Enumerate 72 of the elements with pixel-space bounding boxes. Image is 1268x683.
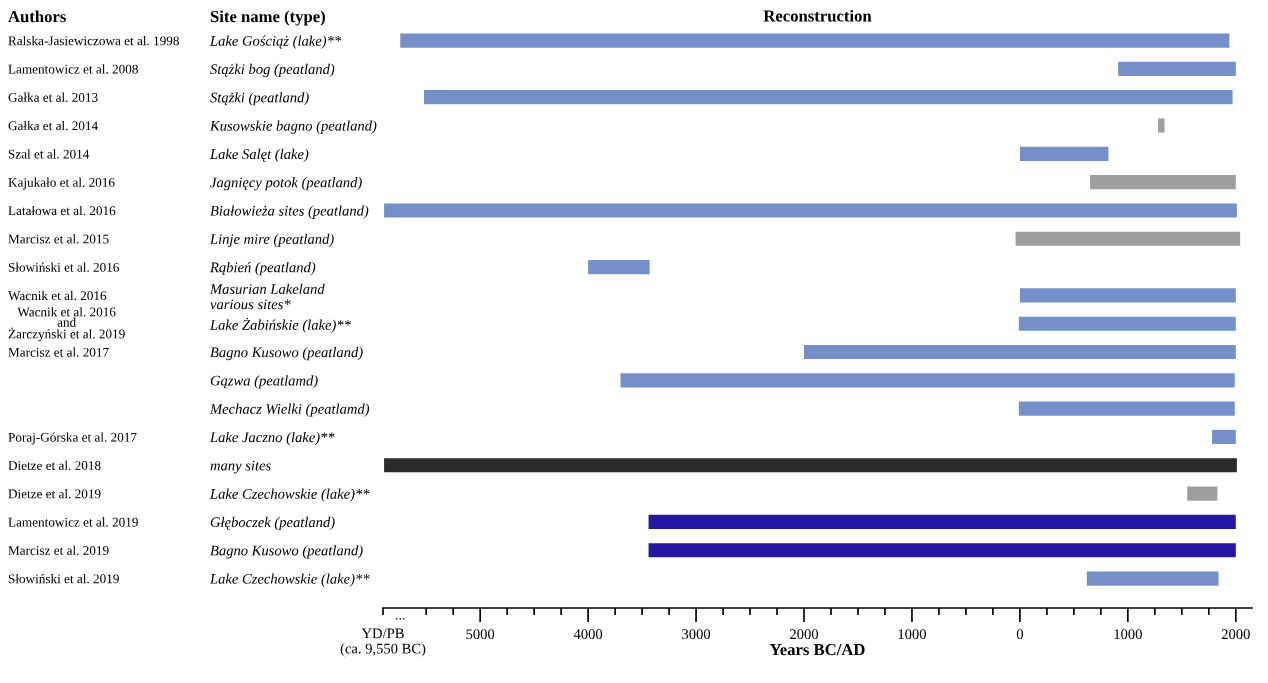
y-tick-label: Stążki (peatland): [210, 92, 309, 106]
y-tick-label: Kusowskie bagno (peatland): [209, 120, 377, 134]
y-tick-label: Lake Żabińskie (lake)**: [209, 317, 351, 333]
text: Site name (type): [210, 10, 325, 26]
bar: [588, 260, 650, 275]
y-tick-label: Masurian Lakeland various sites*: [209, 283, 325, 310]
y2-tick-label: Wacnik et al. 2016 and Żarczyński et al. 2019: [8, 307, 125, 342]
y-tick-label: Stążki bog (peatland): [210, 63, 335, 78]
y-tick-label: Lake Czechowskie (lake)**: [209, 573, 370, 587]
bar: [424, 90, 1233, 105]
bar: [1090, 175, 1236, 190]
y-tick-label: many sites: [210, 460, 271, 474]
bar: [1018, 401, 1235, 416]
y2-tick-label: Słowiński et al. 2019: [8, 573, 119, 584]
y-tick-label: Linje mire (peatland): [209, 233, 334, 247]
y2-tick-label: Ralska-Jasiewiczowa et al. 1998: [8, 36, 179, 46]
bar: [804, 344, 1236, 360]
y-tick-label: Lake Salęt (lake): [209, 148, 309, 162]
x-tick-label: 2000: [1221, 629, 1250, 640]
text: YD/PB (ca. 9,550 BC): [340, 628, 426, 657]
y2-tick-label: Kajukało et al. 2016: [8, 177, 115, 190]
y-tick-label: Jagnięcy potok (peatland): [210, 177, 362, 191]
bar: [1158, 118, 1165, 133]
y-tick-label: Rąbień (peatland): [209, 262, 316, 276]
bar: [1118, 61, 1236, 76]
y2-tick-label: Lamentowicz et al. 2019: [8, 517, 138, 527]
y2-tick-label: Dietze et al. 2018: [8, 460, 101, 471]
x-axis-title: Years BC/AD: [769, 643, 865, 656]
y2-tick-label: Marcisz et al. 2019: [8, 545, 109, 555]
x-tick-label: 2000: [790, 629, 819, 640]
x-tick-label: 0: [1016, 629, 1023, 640]
text: ...: [395, 617, 405, 620]
y-tick-label: Bagno Kusowo (peatland): [210, 545, 363, 559]
bar: [384, 203, 1237, 218]
y-tick-label: Lake Czechowskie (lake)**: [209, 488, 370, 502]
x-tick-label: 5000: [466, 629, 495, 640]
y2-tick-label: Wacnik et al. 2016: [8, 290, 107, 301]
chart-title: Reconstruction: [763, 9, 872, 22]
y-tick-label: Głęboczek (peatland): [210, 516, 335, 531]
y2-tick-label: Poraj-Górska et al. 2017: [8, 432, 137, 445]
y-tick-label: Białowieża sites (peatland): [210, 205, 369, 219]
y2-tick-label: Słowiński et al. 2016: [8, 262, 120, 272]
y2-tick-label: Latałowa et al. 2016: [8, 205, 116, 216]
y-tick-label: Mechacz Wielki (peatlamd): [209, 403, 370, 417]
bar: [648, 514, 1236, 529]
bar: [384, 458, 1237, 473]
y-tick-label: Lake Jaczno (lake)**: [209, 431, 335, 446]
bar: [1086, 571, 1219, 586]
x-tick-label: 1000: [898, 629, 926, 640]
y2-tick-label: Marcisz et al. 2017: [8, 347, 109, 357]
x-tick-label: 4000: [573, 629, 603, 640]
y-tick-label: Gązwa (peatlamd): [210, 375, 318, 389]
y-tick-label: Lake Gościąż (lake)**: [209, 35, 342, 49]
bar: [1019, 288, 1236, 303]
text: Authors: [8, 10, 66, 23]
x-tick-label: 1000: [1114, 629, 1142, 640]
y2-tick-label: Marcisz et al. 2015: [8, 234, 109, 244]
bar: [1015, 231, 1241, 246]
y2-tick-label: Gałka et al. 2013: [8, 92, 98, 102]
y2-tick-label: Gałka et al. 2014: [8, 120, 98, 131]
y2-tick-label: Lamentowicz et al. 2008: [8, 64, 138, 74]
y-tick-label: Bagno Kusowo (peatland): [210, 346, 363, 361]
y2-tick-label: Szal et al. 2014: [8, 149, 90, 159]
bar: [648, 543, 1236, 558]
x-tick-label: 3000: [682, 629, 711, 640]
bar: [1212, 429, 1236, 445]
y2-tick-label: Dietze et al. 2019: [8, 489, 101, 499]
bar: [1018, 316, 1236, 331]
bar: [620, 373, 1235, 388]
bar: [1187, 486, 1218, 501]
bar: [1019, 146, 1109, 161]
bar: [400, 33, 1230, 48]
